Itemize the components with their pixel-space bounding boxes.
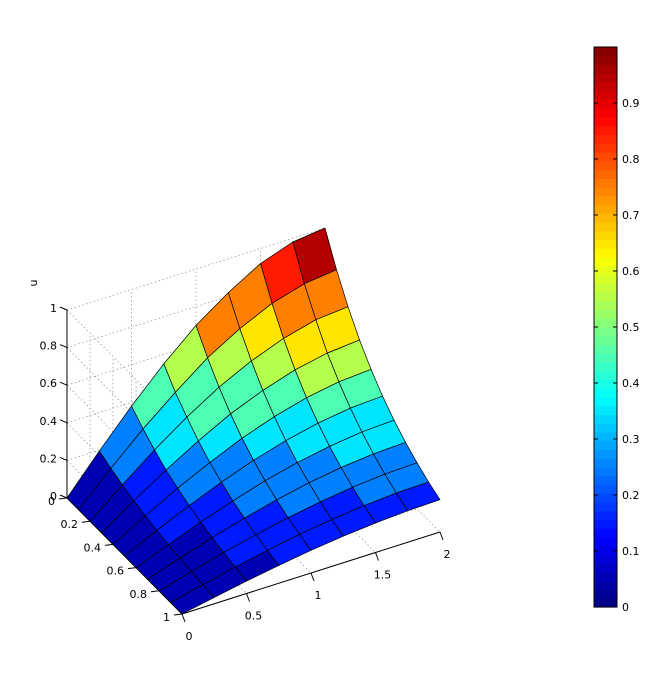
z-tick-label: 0.4 (40, 415, 58, 428)
colorbar-band (594, 204, 617, 214)
y-tick-label: 0 (48, 495, 55, 508)
colorbar-band (594, 169, 617, 179)
colorbar-band (594, 493, 617, 503)
colorbar-band (594, 73, 617, 83)
colorbar-band (594, 344, 617, 354)
colorbar-tick-label: 0.7 (622, 209, 640, 222)
colorbar-band (594, 309, 617, 319)
colorbar-band (594, 528, 617, 538)
colorbar-band (594, 545, 617, 556)
colorbar-band (594, 300, 617, 311)
colorbar-band (594, 484, 617, 494)
colorbar-band (594, 423, 617, 433)
colorbar-band (594, 257, 617, 267)
colorbar-band (594, 47, 617, 57)
surface (66, 227, 441, 615)
colorbar-band (594, 440, 617, 451)
colorbar-band (594, 64, 617, 74)
surface-patch (66, 450, 112, 510)
colorbar-band (594, 519, 617, 529)
z-tick-label: 0.6 (40, 377, 58, 390)
colorbar-band (594, 187, 617, 197)
colorbar-band (594, 125, 617, 136)
colorbar-tick-label: 0.6 (622, 265, 640, 278)
colorbar-band (594, 195, 617, 206)
colorbar-band (594, 99, 617, 109)
colorbar-band (594, 563, 617, 573)
z-tick-label: 0.8 (40, 340, 58, 353)
colorbar-band (594, 178, 617, 188)
colorbar-band (594, 388, 617, 398)
colorbar-band (594, 580, 617, 591)
colorbar-band (594, 572, 617, 582)
colorbar-band (594, 230, 617, 241)
colorbar-band (594, 449, 617, 459)
colorbar-tick-label: 0.3 (622, 433, 640, 446)
z-tick-label: 0 (50, 490, 57, 503)
colorbar-tick-label: 0.8 (622, 153, 640, 166)
colorbar-band (594, 537, 617, 547)
colorbar-band (594, 405, 617, 416)
colorbar-tick-label: 0.5 (622, 321, 640, 334)
y-tick-label: 1 (163, 611, 170, 624)
colorbar-band (594, 397, 617, 407)
colorbar-band (594, 432, 617, 442)
y-tick-label: 0.6 (107, 565, 125, 578)
colorbar-band (594, 82, 617, 92)
colorbar-band (594, 370, 617, 381)
colorbar-tick-label: 0 (622, 601, 629, 614)
colorbar-band (594, 379, 617, 389)
colorbar-band (594, 283, 617, 293)
colorbar-band (594, 239, 617, 249)
x-tick-label: 1 (315, 589, 322, 602)
colorbar-band (594, 589, 617, 599)
colorbar-band (594, 475, 617, 486)
colorbar-band (594, 265, 617, 276)
colorbar-band (594, 248, 617, 258)
z-tick-label: 0.2 (40, 452, 58, 465)
colorbar-band (594, 90, 617, 101)
y-tick-label: 0.2 (61, 518, 79, 531)
colorbar: 0 0.1 0.2 0.3 0.4 0.5 0.6 0.7 0.8 0.9 (593, 46, 640, 614)
colorbar-band (594, 152, 617, 162)
colorbar-tick-label: 0.2 (622, 489, 640, 502)
colorbar-band (594, 598, 617, 608)
colorbar-band (594, 335, 617, 346)
colorbar-band (594, 117, 617, 127)
colorbar-band (594, 108, 617, 118)
colorbar-band (594, 554, 617, 564)
colorbar-band (594, 467, 617, 477)
x-tick-label: 0.5 (245, 610, 263, 623)
colorbar-tick-label: 0.9 (622, 97, 640, 110)
colorbar-band (594, 213, 617, 223)
colorbar-band (594, 353, 617, 363)
colorbar-band (594, 362, 617, 372)
z-axis-label: u (27, 280, 40, 287)
colorbar-tick-label: 0.4 (622, 377, 640, 390)
colorbar-band (594, 292, 617, 302)
colorbar-band (594, 458, 617, 468)
z-tick-label: 1 (50, 302, 57, 315)
colorbar-band (594, 222, 617, 232)
colorbar-band (594, 55, 617, 66)
colorbar-band (594, 160, 617, 171)
colorbar-band (594, 414, 617, 424)
colorbar-band (594, 143, 617, 153)
x-tick-label: 2 (444, 548, 451, 561)
colorbar-band (594, 274, 617, 284)
colorbar-band (594, 134, 617, 144)
colorbar-band (594, 318, 617, 328)
axis-ticks: 0 0.5 1 1.5 2 0 0.2 0.4 0.6 0.8 1 0 0.2 0.4 0.6 0.8 1 (40, 302, 451, 643)
colorbar-band (594, 502, 617, 512)
colorbar-tick-label: 0.1 (622, 545, 640, 558)
colorbar-band (594, 327, 617, 337)
colorbar-band (594, 510, 617, 521)
y-tick-label: 0.8 (130, 588, 148, 601)
x-tick-label: 0 (186, 630, 193, 643)
y-tick-label: 0.4 (84, 541, 102, 554)
x-tick-label: 1.5 (374, 569, 392, 582)
